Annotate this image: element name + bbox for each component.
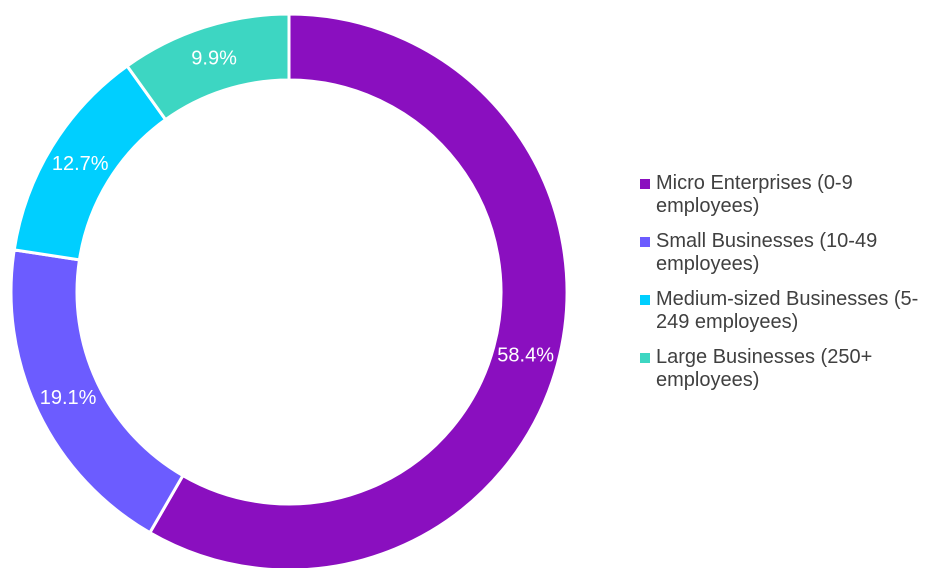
legend-swatch — [640, 295, 650, 305]
legend-label: Large Businesses (250+ employees) — [656, 346, 873, 391]
legend-item-micro-enterprises: Micro Enterprises (0-9 employees) — [640, 172, 939, 218]
slice-label-large-businesses: 9.9% — [191, 48, 237, 70]
legend-item-small-businesses: Small Businesses (10-49 employees) — [640, 230, 939, 276]
legend-item-medium-sized-businesses: Medium-sized Businesses (5-249 employees… — [640, 288, 939, 334]
legend-label: Micro Enterprises (0-9 employees) — [656, 172, 853, 217]
donut-slice-labels: 58.4% 19.1% 12.7% 9.9% — [40, 48, 554, 409]
slice-label-medium-sized-businesses: 12.7% — [52, 153, 109, 175]
slice-label-micro-enterprises: 58.4% — [497, 344, 554, 366]
legend-swatch — [640, 237, 650, 247]
legend-item-large-businesses: Large Businesses (250+ employees) — [640, 346, 939, 392]
chart-legend: Micro Enterprises (0-9 employees) Small … — [640, 172, 939, 404]
slice-label-small-businesses: 19.1% — [40, 387, 97, 409]
donut-slices — [9, 12, 569, 568]
legend-swatch — [640, 353, 650, 363]
donut-slice-large-businesses — [125, 12, 291, 122]
legend-label: Medium-sized Businesses (5-249 employees… — [656, 288, 919, 333]
donut-slice-small-businesses — [9, 248, 185, 535]
legend-label: Small Businesses (10-49 employees) — [656, 230, 878, 275]
donut-slice-micro-enterprises — [148, 12, 569, 568]
legend-swatch — [640, 179, 650, 189]
